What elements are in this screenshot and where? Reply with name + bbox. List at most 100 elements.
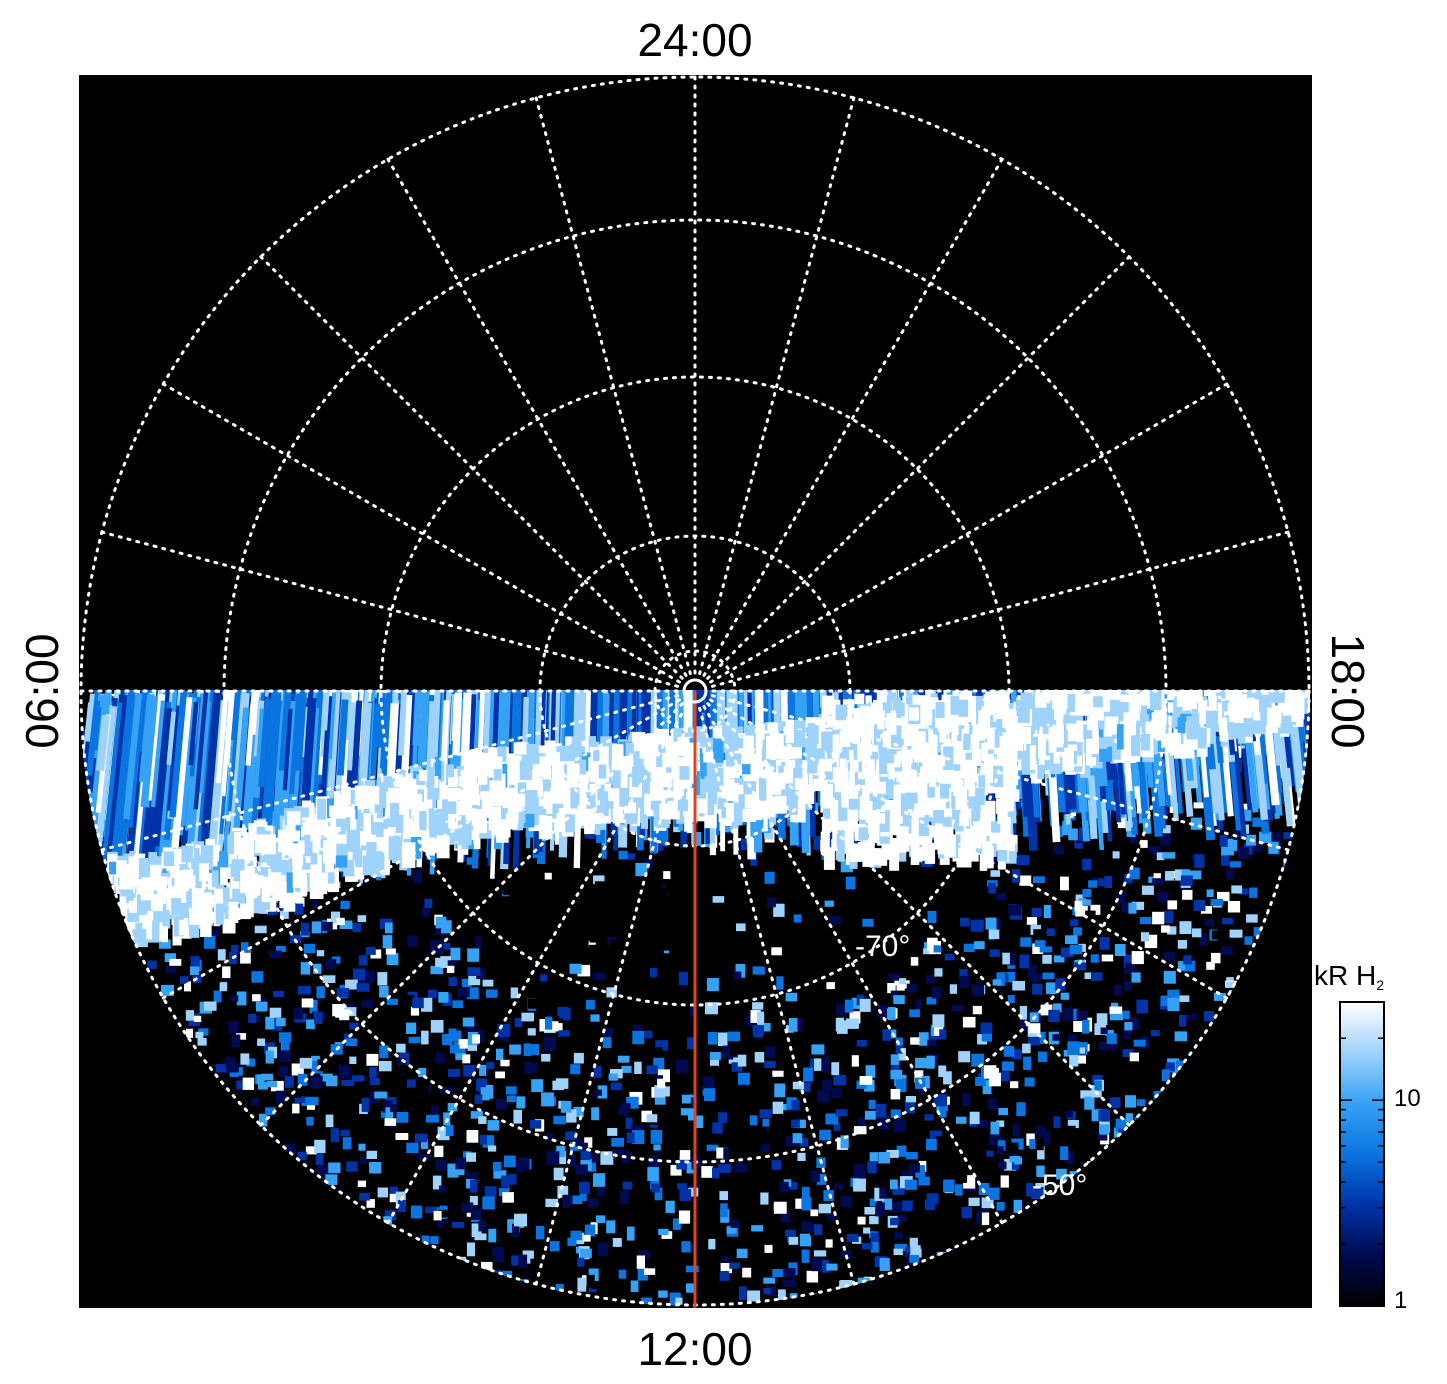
emission-pixel bbox=[414, 1133, 428, 1143]
emission-pixel bbox=[447, 1103, 458, 1112]
emission-pixel bbox=[179, 976, 189, 984]
emission-pixel bbox=[810, 1209, 819, 1217]
emission-pixel bbox=[896, 1214, 908, 1222]
emission-pixel bbox=[567, 1237, 577, 1246]
emission-pixel bbox=[1053, 1116, 1061, 1128]
emission-pixel bbox=[617, 1055, 630, 1063]
emission-pixel bbox=[161, 926, 168, 943]
emission-pixel bbox=[431, 1105, 439, 1115]
emission-pixel bbox=[890, 1059, 900, 1072]
emission-pixel bbox=[926, 1055, 935, 1069]
emission-pixel bbox=[421, 997, 433, 1012]
emission-pixel bbox=[1098, 878, 1110, 887]
emission-pixel bbox=[701, 1166, 713, 1178]
emission-pixel bbox=[1042, 954, 1052, 964]
emission-pixel bbox=[679, 1150, 691, 1160]
emission-pixel bbox=[331, 911, 341, 924]
emission-pixel bbox=[366, 1199, 375, 1208]
emission-pixel bbox=[851, 997, 860, 1009]
emission-pixel bbox=[1065, 1111, 1073, 1118]
emission-pixel bbox=[597, 1242, 609, 1257]
emission-pixel bbox=[886, 1149, 899, 1158]
emission-pixel bbox=[915, 1057, 929, 1069]
emission-pixel bbox=[495, 1071, 505, 1079]
emission-pixel bbox=[1076, 1055, 1086, 1064]
emission-pixel bbox=[826, 982, 835, 990]
emission-pixel bbox=[870, 1240, 879, 1253]
emission-pixel bbox=[658, 1228, 669, 1236]
emission-pixel bbox=[340, 1129, 350, 1137]
emission-pixel bbox=[1176, 1060, 1184, 1070]
emission-pixel bbox=[305, 1146, 317, 1155]
emission-pixel bbox=[1120, 902, 1134, 913]
emission-pixel bbox=[578, 1142, 588, 1153]
emission-pixel bbox=[706, 1144, 719, 1151]
emission-pixel bbox=[996, 1146, 1004, 1155]
emission-pixel bbox=[646, 1065, 658, 1074]
emission-pixel bbox=[612, 1238, 622, 1247]
emission-pixel bbox=[1010, 1081, 1019, 1089]
emission-pixel bbox=[918, 1176, 930, 1186]
emission-pixel bbox=[327, 930, 339, 940]
emission-pixel bbox=[806, 1114, 819, 1127]
emission-pixel bbox=[798, 1082, 811, 1093]
emission-pixel bbox=[763, 1287, 771, 1295]
emission-pixel bbox=[193, 1015, 202, 1022]
emission-pixel bbox=[1033, 929, 1045, 940]
emission-pixel bbox=[349, 1022, 359, 1030]
emission-pixel bbox=[854, 1249, 862, 1261]
emission-pixel bbox=[422, 906, 431, 917]
emission-pixel bbox=[814, 1224, 823, 1235]
emission-pixel bbox=[799, 1233, 812, 1247]
emission-pixel bbox=[1160, 834, 1171, 846]
emission-pixel bbox=[933, 945, 942, 953]
emission-pixel bbox=[803, 1077, 813, 1088]
emission-pixel bbox=[506, 1095, 516, 1102]
emission-pixel bbox=[1069, 1093, 1081, 1103]
emission-pixel bbox=[1016, 855, 1030, 866]
emission-pixel bbox=[1069, 919, 1079, 927]
emission-pixel bbox=[1162, 825, 1171, 834]
emission-pixel bbox=[406, 1142, 419, 1154]
emission-pixel bbox=[997, 1161, 1007, 1170]
emission-pixel bbox=[1056, 1168, 1067, 1180]
emission-pixel bbox=[853, 1126, 867, 1135]
emission-pixel bbox=[834, 1183, 843, 1190]
emission-pixel bbox=[435, 1052, 445, 1064]
emission-pixel bbox=[557, 1185, 569, 1198]
emission-pixel bbox=[710, 1056, 719, 1066]
emission-pixel bbox=[806, 1270, 819, 1283]
emission-pixel bbox=[583, 1234, 591, 1242]
emission-pixel bbox=[785, 992, 798, 1002]
emission-pixel bbox=[904, 1101, 915, 1114]
emission-pixel bbox=[382, 935, 393, 949]
emission-pixel bbox=[303, 943, 316, 954]
emission-pixel bbox=[909, 1253, 919, 1263]
emission-pixel bbox=[618, 850, 628, 860]
emission-pixel bbox=[1161, 1069, 1170, 1082]
emission-pixel bbox=[217, 949, 226, 961]
emission-pixel bbox=[1221, 946, 1233, 956]
emission-pixel bbox=[1097, 1144, 1107, 1153]
emission-pixel bbox=[330, 1128, 339, 1143]
emission-pixel bbox=[518, 1254, 528, 1268]
emission-pixel bbox=[379, 1045, 389, 1059]
emission-pixel bbox=[1012, 1049, 1022, 1060]
emission-pixel bbox=[1060, 1146, 1069, 1160]
emission-pixel bbox=[1065, 935, 1078, 945]
emission-pixel bbox=[1217, 891, 1230, 902]
emission-pixel bbox=[546, 1151, 560, 1165]
emission-pixel bbox=[1004, 1158, 1017, 1171]
emission-pixel bbox=[1193, 802, 1204, 809]
emission-pixel bbox=[530, 1120, 542, 1129]
emission-pixel bbox=[791, 1100, 800, 1111]
emission-pixel bbox=[618, 1269, 627, 1279]
emission-pixel bbox=[834, 1057, 845, 1070]
emission-pixel bbox=[258, 1113, 268, 1127]
emission-pixel bbox=[1132, 901, 1145, 910]
emission-pixel bbox=[1117, 814, 1129, 829]
emission-pixel bbox=[1096, 1013, 1108, 1025]
emission-pixel bbox=[254, 925, 267, 934]
emission-pixel bbox=[737, 1054, 747, 1067]
emission-pixel bbox=[833, 1074, 847, 1086]
